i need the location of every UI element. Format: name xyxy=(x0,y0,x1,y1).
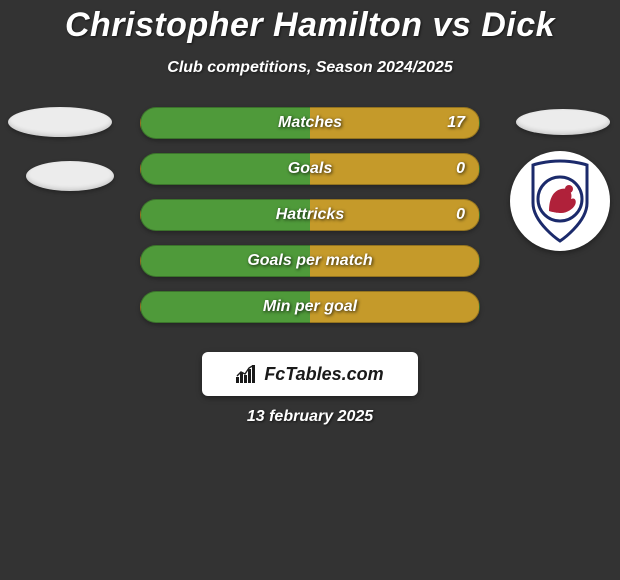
stat-bar-min-per-goal: Min per goal xyxy=(140,291,480,323)
stat-right-value: 17 xyxy=(447,114,465,132)
page-subtitle: Club competitions, Season 2024/2025 xyxy=(0,59,620,77)
club-crest-icon xyxy=(525,159,595,243)
left-player-placeholder-2 xyxy=(26,161,114,191)
stat-label: Hattricks xyxy=(276,206,344,224)
stat-bar-hattricks: Hattricks 0 xyxy=(140,199,480,231)
stat-right-value: 0 xyxy=(456,206,465,224)
date-text: 13 february 2025 xyxy=(0,408,620,426)
brand-link[interactable]: FcTables.com xyxy=(202,352,418,396)
stat-label: Matches xyxy=(278,114,342,132)
stats-bars: Matches 17 Goals 0 Hattricks 0 Goals per… xyxy=(140,107,480,337)
comparison-panel: Matches 17 Goals 0 Hattricks 0 Goals per… xyxy=(0,107,620,327)
stat-label: Min per goal xyxy=(263,298,357,316)
brand-text: FcTables.com xyxy=(264,364,383,385)
bar-chart-icon xyxy=(236,365,258,383)
right-club-crest xyxy=(510,151,610,251)
stat-bar-goals: Goals 0 xyxy=(140,153,480,185)
stat-bar-goals-per-match: Goals per match xyxy=(140,245,480,277)
left-player-placeholder-1 xyxy=(8,107,112,137)
stat-right-value: 0 xyxy=(456,160,465,178)
right-player-placeholder-1 xyxy=(516,109,610,135)
page-title: Christopher Hamilton vs Dick xyxy=(0,0,620,45)
stat-label: Goals xyxy=(288,160,332,178)
stat-label: Goals per match xyxy=(247,252,372,270)
stat-bar-matches: Matches 17 xyxy=(140,107,480,139)
